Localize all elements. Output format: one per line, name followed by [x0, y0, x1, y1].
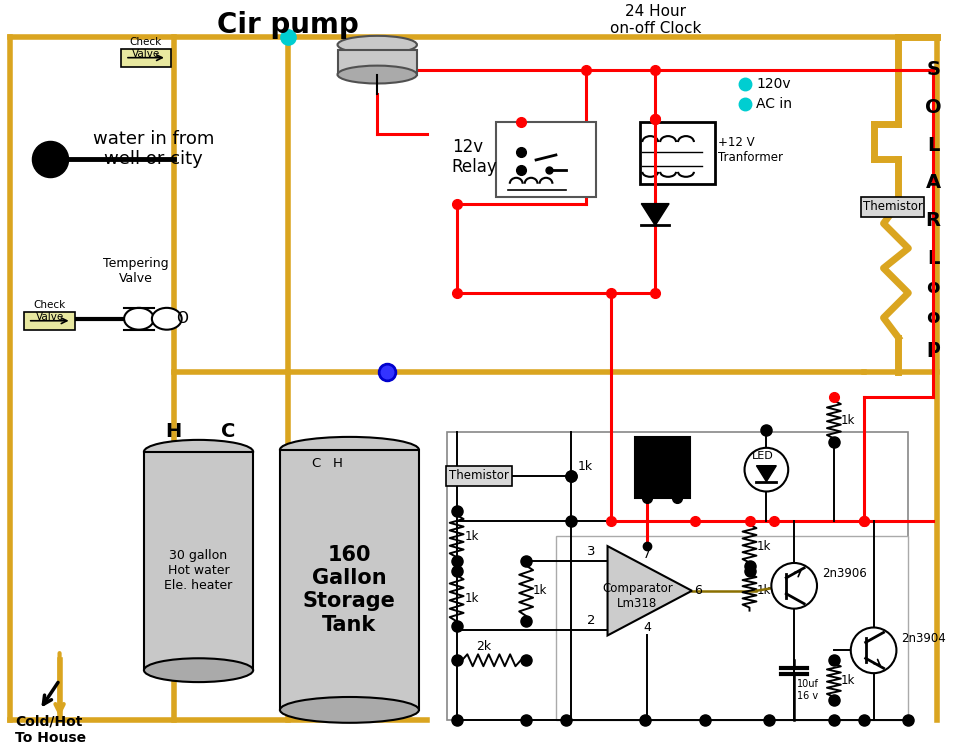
Text: Cold/Hot
To House: Cold/Hot To House: [15, 715, 86, 745]
Text: Themistor: Themistor: [862, 200, 922, 213]
Text: AC in: AC in: [756, 97, 792, 111]
FancyBboxPatch shape: [446, 432, 907, 720]
Text: 120v: 120v: [756, 78, 790, 91]
Circle shape: [743, 448, 787, 492]
Polygon shape: [607, 546, 691, 636]
Text: S: S: [925, 60, 939, 79]
Text: L: L: [926, 136, 939, 154]
Text: Tempering
Valve: Tempering Valve: [103, 257, 169, 285]
Bar: [279, 450, 418, 710]
Text: 1k: 1k: [840, 674, 854, 687]
Text: C: C: [311, 457, 320, 470]
Text: O: O: [175, 311, 188, 326]
Text: 2n3906: 2n3906: [821, 568, 866, 581]
Text: +12 V
Tranformer: +12 V Tranformer: [717, 136, 781, 164]
Text: 10uf
16 v: 10uf 16 v: [797, 679, 819, 701]
Text: 4: 4: [642, 621, 651, 634]
FancyBboxPatch shape: [556, 536, 907, 720]
Bar: [635, 437, 689, 498]
Text: 2k: 2k: [476, 640, 491, 653]
Text: 3: 3: [586, 544, 595, 557]
Text: A: A: [924, 173, 940, 192]
Text: 1k: 1k: [578, 460, 592, 473]
Bar: [144, 452, 253, 670]
Circle shape: [850, 627, 896, 673]
Text: Comparator
Lm318: Comparator Lm318: [601, 582, 672, 610]
Ellipse shape: [337, 66, 416, 84]
Ellipse shape: [337, 36, 416, 53]
FancyBboxPatch shape: [860, 197, 923, 217]
Text: Cir pump: Cir pump: [216, 11, 358, 39]
Text: 2: 2: [586, 614, 595, 627]
Polygon shape: [756, 465, 776, 482]
Text: 24 Hour
on-off Clock: 24 Hour on-off Clock: [609, 4, 700, 36]
FancyBboxPatch shape: [445, 465, 512, 486]
Text: water in from
well or city: water in from well or city: [93, 130, 214, 169]
Text: H: H: [333, 457, 342, 470]
Text: 7: 7: [642, 547, 651, 560]
Text: L: L: [926, 248, 939, 268]
Text: o: o: [925, 308, 939, 328]
FancyBboxPatch shape: [639, 122, 714, 184]
FancyBboxPatch shape: [24, 312, 75, 330]
Polygon shape: [640, 203, 668, 225]
Ellipse shape: [279, 437, 418, 462]
Ellipse shape: [279, 697, 418, 723]
Text: 1k: 1k: [533, 584, 547, 597]
Text: O: O: [923, 98, 941, 117]
Text: 30 gallon
Hot water
Ele. heater: 30 gallon Hot water Ele. heater: [164, 550, 233, 593]
Text: 12v
Relay: 12v Relay: [451, 138, 497, 176]
Text: 1k: 1k: [756, 540, 770, 553]
Text: 5 volt
Reg.
Lm7805: 5 volt Reg. Lm7805: [639, 445, 684, 478]
Text: 1k: 1k: [464, 592, 478, 605]
Text: R: R: [924, 211, 940, 230]
Text: Check
Valve: Check Valve: [130, 37, 162, 59]
Text: 1k: 1k: [756, 584, 770, 597]
Text: C: C: [221, 422, 235, 441]
FancyBboxPatch shape: [121, 49, 171, 66]
Text: 2n3904: 2n3904: [901, 632, 945, 645]
Text: 1k: 1k: [464, 529, 478, 543]
Text: o: o: [925, 279, 939, 297]
Ellipse shape: [144, 440, 253, 464]
Text: H: H: [166, 422, 182, 441]
Text: 160
Gallon
Storage
Tank: 160 Gallon Storage Tank: [303, 545, 395, 635]
Ellipse shape: [124, 308, 153, 330]
Text: p: p: [925, 338, 939, 357]
FancyBboxPatch shape: [496, 122, 595, 197]
Text: Themistor: Themistor: [448, 469, 508, 482]
Ellipse shape: [144, 658, 253, 682]
Ellipse shape: [152, 308, 181, 330]
Text: 1k: 1k: [840, 413, 854, 426]
Text: 6: 6: [693, 584, 701, 597]
Circle shape: [771, 563, 816, 608]
Text: LED: LED: [751, 451, 773, 461]
Text: Check
Valve: Check Valve: [33, 300, 66, 322]
Bar: [337, 50, 416, 75]
